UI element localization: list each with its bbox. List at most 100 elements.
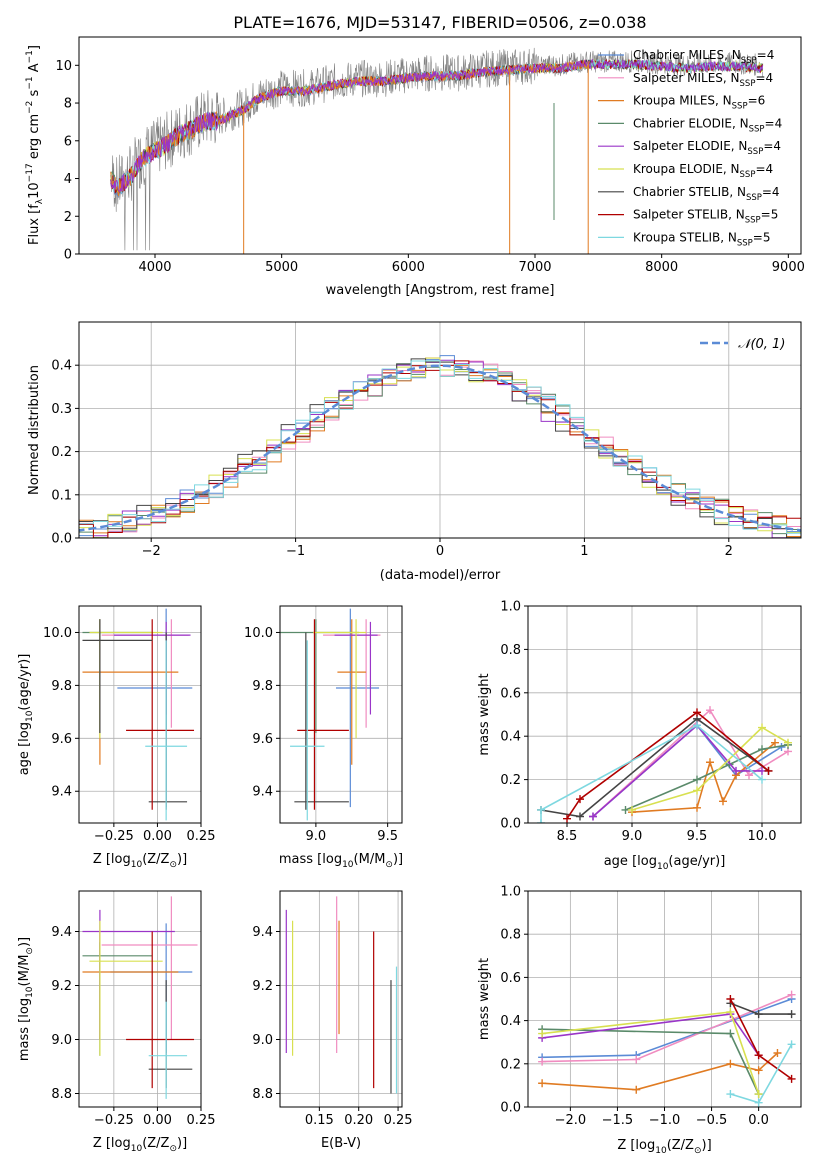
figure-title: PLATE=1676, MJD=53147, FIBERID=0506, z=0… [233, 13, 646, 32]
mass_weight_vs_age-ylabel: mass weight [477, 673, 492, 755]
legend-label-part: =4 [763, 139, 781, 153]
mass_weight_vs_age-marker [745, 771, 753, 780]
hist-legend-label: 𝒩(0, 1) [738, 337, 785, 352]
spectrum-xlabel: wavelength [Angstrom, rest frame] [326, 283, 555, 298]
mass_weight_vs_age-frame [527, 605, 802, 824]
mass_weight_vs_Z-marker [726, 1007, 735, 1016]
mass_vs_Z-ylabel-part: ⊙ [25, 947, 35, 955]
mass_weight_vs_Z-marker [632, 1085, 641, 1094]
legend-label-part: SSP [740, 170, 756, 180]
legend-label: Chabrier STELIB, NSSP=4 [633, 185, 780, 203]
mass_weight_vs_Z-marker [787, 1010, 796, 1019]
mass_weight_vs_Z-marker [754, 1090, 763, 1099]
age_vs_mass-xtick-label: 9.0 [306, 829, 327, 844]
spectrum-ytick-label: 6 [64, 134, 72, 149]
age_vs_mass-frame [279, 605, 403, 824]
age_vs_Z-xtick-label: 0.00 [143, 829, 172, 844]
spectrum-ylabel-part: A [27, 63, 42, 76]
mass_weight_vs_age-line-kroupa_stelib [540, 724, 763, 823]
hist-step-kroupa_stelib [79, 360, 801, 534]
mass_vs_Z-ytick-label: 9.4 [51, 925, 72, 940]
age_vs_mass-xtick-label: 9.5 [377, 829, 398, 844]
mass_weight_vs_Z-marker [787, 1074, 796, 1083]
mass_weight_vs_Z-ytick-label: 0.2 [500, 1057, 521, 1072]
age_vs_Z-ytick-label: 9.4 [51, 785, 72, 800]
mass_vs_Z-xlabel-part: (Z/Z [142, 1136, 169, 1151]
age_vs_Z-ylabel-part: 10 [25, 710, 35, 722]
age_vs_Z-xlabel-part: 10 [131, 860, 143, 870]
spectrum-xtick-label: 7000 [518, 260, 551, 275]
residual_hist-xtick-label: −1 [286, 544, 305, 559]
age_vs_mass-xlabel-part: mass [log [279, 852, 342, 867]
mass_vs_Z-xlabel-part: )] [177, 1136, 187, 1151]
spectrum-ytick-label: 2 [64, 210, 72, 225]
mass_vs_Z-xlabel-part: Z [log [93, 1136, 131, 1151]
mass_weight_vs_Z-xtick-label: −1.5 [602, 1113, 634, 1128]
mass_weight_vs_Z-xtick-label: −1.0 [649, 1113, 681, 1128]
legend-label-part: =4 [762, 185, 780, 199]
mass_weight_vs_age-marker [537, 819, 545, 823]
legend-label-part: =5 [753, 230, 771, 244]
residual_hist-xtick-label: −2 [142, 544, 161, 559]
age_vs_Z-ylabel-part: age [log [17, 722, 32, 775]
residual_hist-ytick-label: 0.1 [51, 488, 72, 503]
spectrum-ylabel-part: −17 [25, 163, 35, 182]
mass_weight_vs_Z-marker [773, 1049, 782, 1057]
mass_weight_vs_Z-marker [754, 1010, 763, 1019]
mass_vs_Z-xtick-label: −0.25 [94, 1113, 134, 1128]
age_vs_Z-xlabel-part: Z [log [93, 852, 131, 867]
spectrum-ylabel: Flux [fλ10−17 erg cm−2 s−1 A−1] [25, 45, 45, 245]
spectrum-ylabel-part: −1 [25, 76, 35, 89]
mass_weight_vs_Z-xlabel-part: (Z/Z [667, 1138, 694, 1153]
mass_weight_vs_age-ytick-label: 0.8 [500, 643, 521, 658]
age_vs_Z-plot-area [82, 608, 195, 821]
mass_weight_vs_age-axes: 8.5 9.0 9.5 10.0 0.0 0.2 0.4 0.6 0.8 1.0 age [log1… [477, 600, 802, 872]
spectrum-plot-area [110, 47, 764, 254]
mass_weight_vs_Z-marker [754, 1051, 763, 1060]
mass_vs_ebv-xtick-label: 0.15 [305, 1113, 334, 1128]
mass_weight_vs_age-marker [693, 775, 701, 784]
mass_vs_Z-frame [78, 890, 202, 1108]
legend-label-part: SSP [747, 147, 763, 157]
mass_weight_vs_Z-marker [726, 1029, 735, 1038]
mass_weight_vs_Z-ytick-label: 0.4 [500, 1014, 521, 1029]
mass_vs_Z-ytick-label: 8.8 [51, 1087, 72, 1102]
mass_vs_ebv-ytick-label: 9.0 [252, 1033, 273, 1048]
spectrum-ytick-label: 0 [64, 248, 72, 263]
mass_vs_Z-xtick-label: 0.25 [187, 1113, 216, 1128]
spectrum-xtick-label: 6000 [392, 260, 425, 275]
mass_weight_vs_age-line-salpeter_elodie [592, 724, 762, 818]
legend-label: Chabrier MILES, NSSP=4 [633, 48, 774, 66]
mass_weight_vs_age-ytick-label: 0.2 [500, 773, 521, 788]
legend-label-part: SSP [741, 56, 757, 66]
mass_weight_vs_age-marker [719, 797, 727, 806]
mass_weight_vs_age-marker [537, 805, 545, 814]
mass_weight_vs_age-xlabel-part: age [log [604, 854, 657, 869]
mass_weight_vs_Z-marker [726, 995, 735, 1003]
legend-label: Salpeter MILES, NSSP=4 [633, 71, 773, 89]
mass_weight_vs_Z-xtick-label: 0.0 [748, 1113, 769, 1128]
mass_weight_vs_Z-plot-area [538, 990, 796, 1107]
mass_weight_vs_age-xtick-label: 10.0 [748, 829, 777, 844]
mass_weight_vs_age-line-kroupa_miles [631, 742, 776, 813]
mass_weight_vs_age-ytick-label: 0.6 [500, 686, 521, 701]
age_vs_mass-plot-area [280, 608, 381, 821]
mass_weight_vs_age-xtick-label: 8.5 [557, 829, 578, 844]
legend-label: Kroupa STELIB, NSSP=5 [633, 230, 771, 248]
legend-label-part: Salpeter STELIB, N [633, 208, 745, 222]
mass_weight_vs_age-marker [576, 812, 584, 821]
mass_weight_vs_age-marker [784, 738, 792, 747]
legend-label: Salpeter STELIB, NSSP=5 [633, 208, 778, 226]
mass_weight_vs_age-ytick-label: 0.0 [500, 817, 521, 832]
hist-ylabel: Normed distribution [27, 365, 42, 495]
mass_vs_Z-ylabel-part: 10 [25, 986, 35, 998]
age_vs_Z-xlabel-part: )] [177, 852, 187, 867]
mass_weight_vs_Z-marker [787, 990, 796, 999]
mass_weight_vs_Z-xlabel-part: 10 [655, 1146, 667, 1156]
residual_hist-ytick-label: 0.3 [51, 402, 72, 417]
age_vs_Z-ytick-label: 9.8 [51, 679, 72, 694]
age_vs_Z-xtick-label: −0.25 [94, 829, 134, 844]
legend-label-part: Chabrier STELIB, N [633, 185, 746, 199]
legend-label-part: SSP [740, 79, 756, 89]
mass_weight_vs_Z-ytick-label: 0.0 [500, 1101, 521, 1116]
